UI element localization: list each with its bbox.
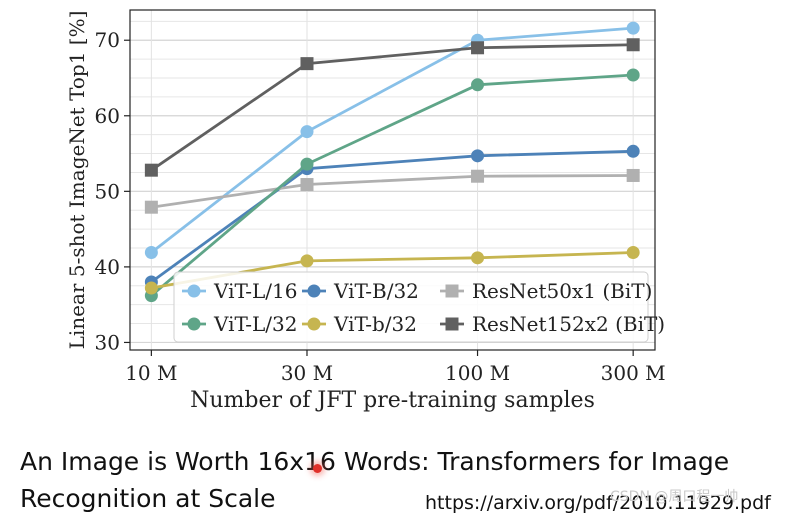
plot-frame bbox=[129, 9, 656, 351]
series-line bbox=[150, 73, 634, 297]
pointer-dot bbox=[313, 464, 322, 473]
data-point bbox=[471, 78, 485, 92]
legend-item: ResNet152x2 (BiT) bbox=[440, 312, 665, 336]
series-resnet50x1-bit bbox=[144, 168, 640, 214]
series-line bbox=[150, 43, 634, 172]
data-point bbox=[471, 169, 485, 183]
y-tick-label: 40 bbox=[95, 255, 120, 279]
legend-swatch-marker bbox=[307, 317, 321, 331]
data-point bbox=[471, 149, 485, 163]
legend-label: ViT-L/16 bbox=[213, 279, 297, 303]
legend-item: ViT-B/32 bbox=[302, 279, 419, 303]
data-point bbox=[144, 281, 158, 295]
legend-label: ViT-B/32 bbox=[333, 279, 419, 303]
legend-item: ResNet50x1 (BiT) bbox=[440, 279, 652, 303]
data-point bbox=[626, 144, 640, 158]
legend-swatch-marker bbox=[187, 317, 201, 331]
x-tick-label: 10 M bbox=[125, 361, 177, 385]
data-point bbox=[626, 21, 640, 35]
y-axis-ticks: 30 40 50 60 70 bbox=[95, 28, 130, 354]
y-tick-label: 70 bbox=[95, 28, 120, 52]
data-point bbox=[471, 251, 485, 265]
y-tick-label: 30 bbox=[95, 330, 120, 354]
x-axis-ticks: 10 M 30 M 100 M 300 M bbox=[125, 350, 666, 385]
legend-swatch-marker bbox=[445, 317, 459, 331]
data-point bbox=[144, 200, 158, 214]
y-axis-label: Linear 5-shot ImageNet Top1 [%] bbox=[65, 11, 89, 350]
data-point bbox=[144, 246, 158, 260]
legend-item: ViT-L/32 bbox=[182, 312, 297, 336]
line-chart: 30 40 50 60 70 10 M 30 M 100 M 300 M Number of … bbox=[65, 9, 666, 413]
data-point bbox=[300, 157, 314, 171]
caption-line-2: Recognition at Scale bbox=[20, 484, 276, 513]
legend-label: ViT-L/32 bbox=[213, 312, 297, 336]
series-line bbox=[151, 174, 634, 209]
legend-swatch-marker bbox=[187, 284, 201, 298]
x-tick-label: 300 M bbox=[601, 361, 666, 385]
legend-swatch-marker bbox=[307, 284, 321, 298]
data-point bbox=[144, 163, 158, 177]
legend-box bbox=[173, 271, 649, 343]
paper-url: https://arxiv.org/pdf/2010.11929.pdf bbox=[425, 492, 771, 514]
data-point bbox=[626, 168, 640, 182]
legend-item: ViT-L/16 bbox=[182, 279, 297, 303]
data-point bbox=[300, 125, 314, 139]
series-vit-l-16 bbox=[144, 21, 640, 260]
series-line bbox=[150, 26, 634, 254]
y-tick-label: 50 bbox=[95, 179, 120, 203]
x-tick-label: 30 M bbox=[281, 361, 333, 385]
series-line bbox=[150, 149, 634, 284]
data-point bbox=[626, 68, 640, 82]
x-axis-label: Number of JFT pre-training samples bbox=[190, 388, 595, 413]
y-tick-label: 60 bbox=[95, 104, 120, 128]
legend: ViT-L/16 ViT-B/32 ResNet50x1 (BiT) ViT-L/32… bbox=[173, 271, 665, 343]
legend-item: ViT-b/32 bbox=[302, 312, 417, 336]
watermark: CSDN @周口程一帅 bbox=[610, 489, 739, 505]
legend-label: ViT-b/32 bbox=[333, 312, 417, 336]
data-point bbox=[300, 57, 314, 71]
legend-label: ResNet50x1 (BiT) bbox=[472, 279, 652, 303]
legend-swatch-marker bbox=[445, 284, 459, 298]
data-series bbox=[144, 21, 640, 303]
data-point bbox=[300, 178, 314, 192]
x-tick-label: 100 M bbox=[445, 361, 510, 385]
data-point bbox=[626, 246, 640, 260]
caption-line-1: An Image is Worth 16x16 Words: Transform… bbox=[20, 447, 730, 476]
data-point bbox=[300, 254, 314, 268]
series-resnet152x2-bit bbox=[144, 38, 640, 177]
data-point bbox=[471, 41, 485, 55]
legend-label: ResNet152x2 (BiT) bbox=[472, 312, 665, 336]
data-point bbox=[626, 38, 640, 52]
